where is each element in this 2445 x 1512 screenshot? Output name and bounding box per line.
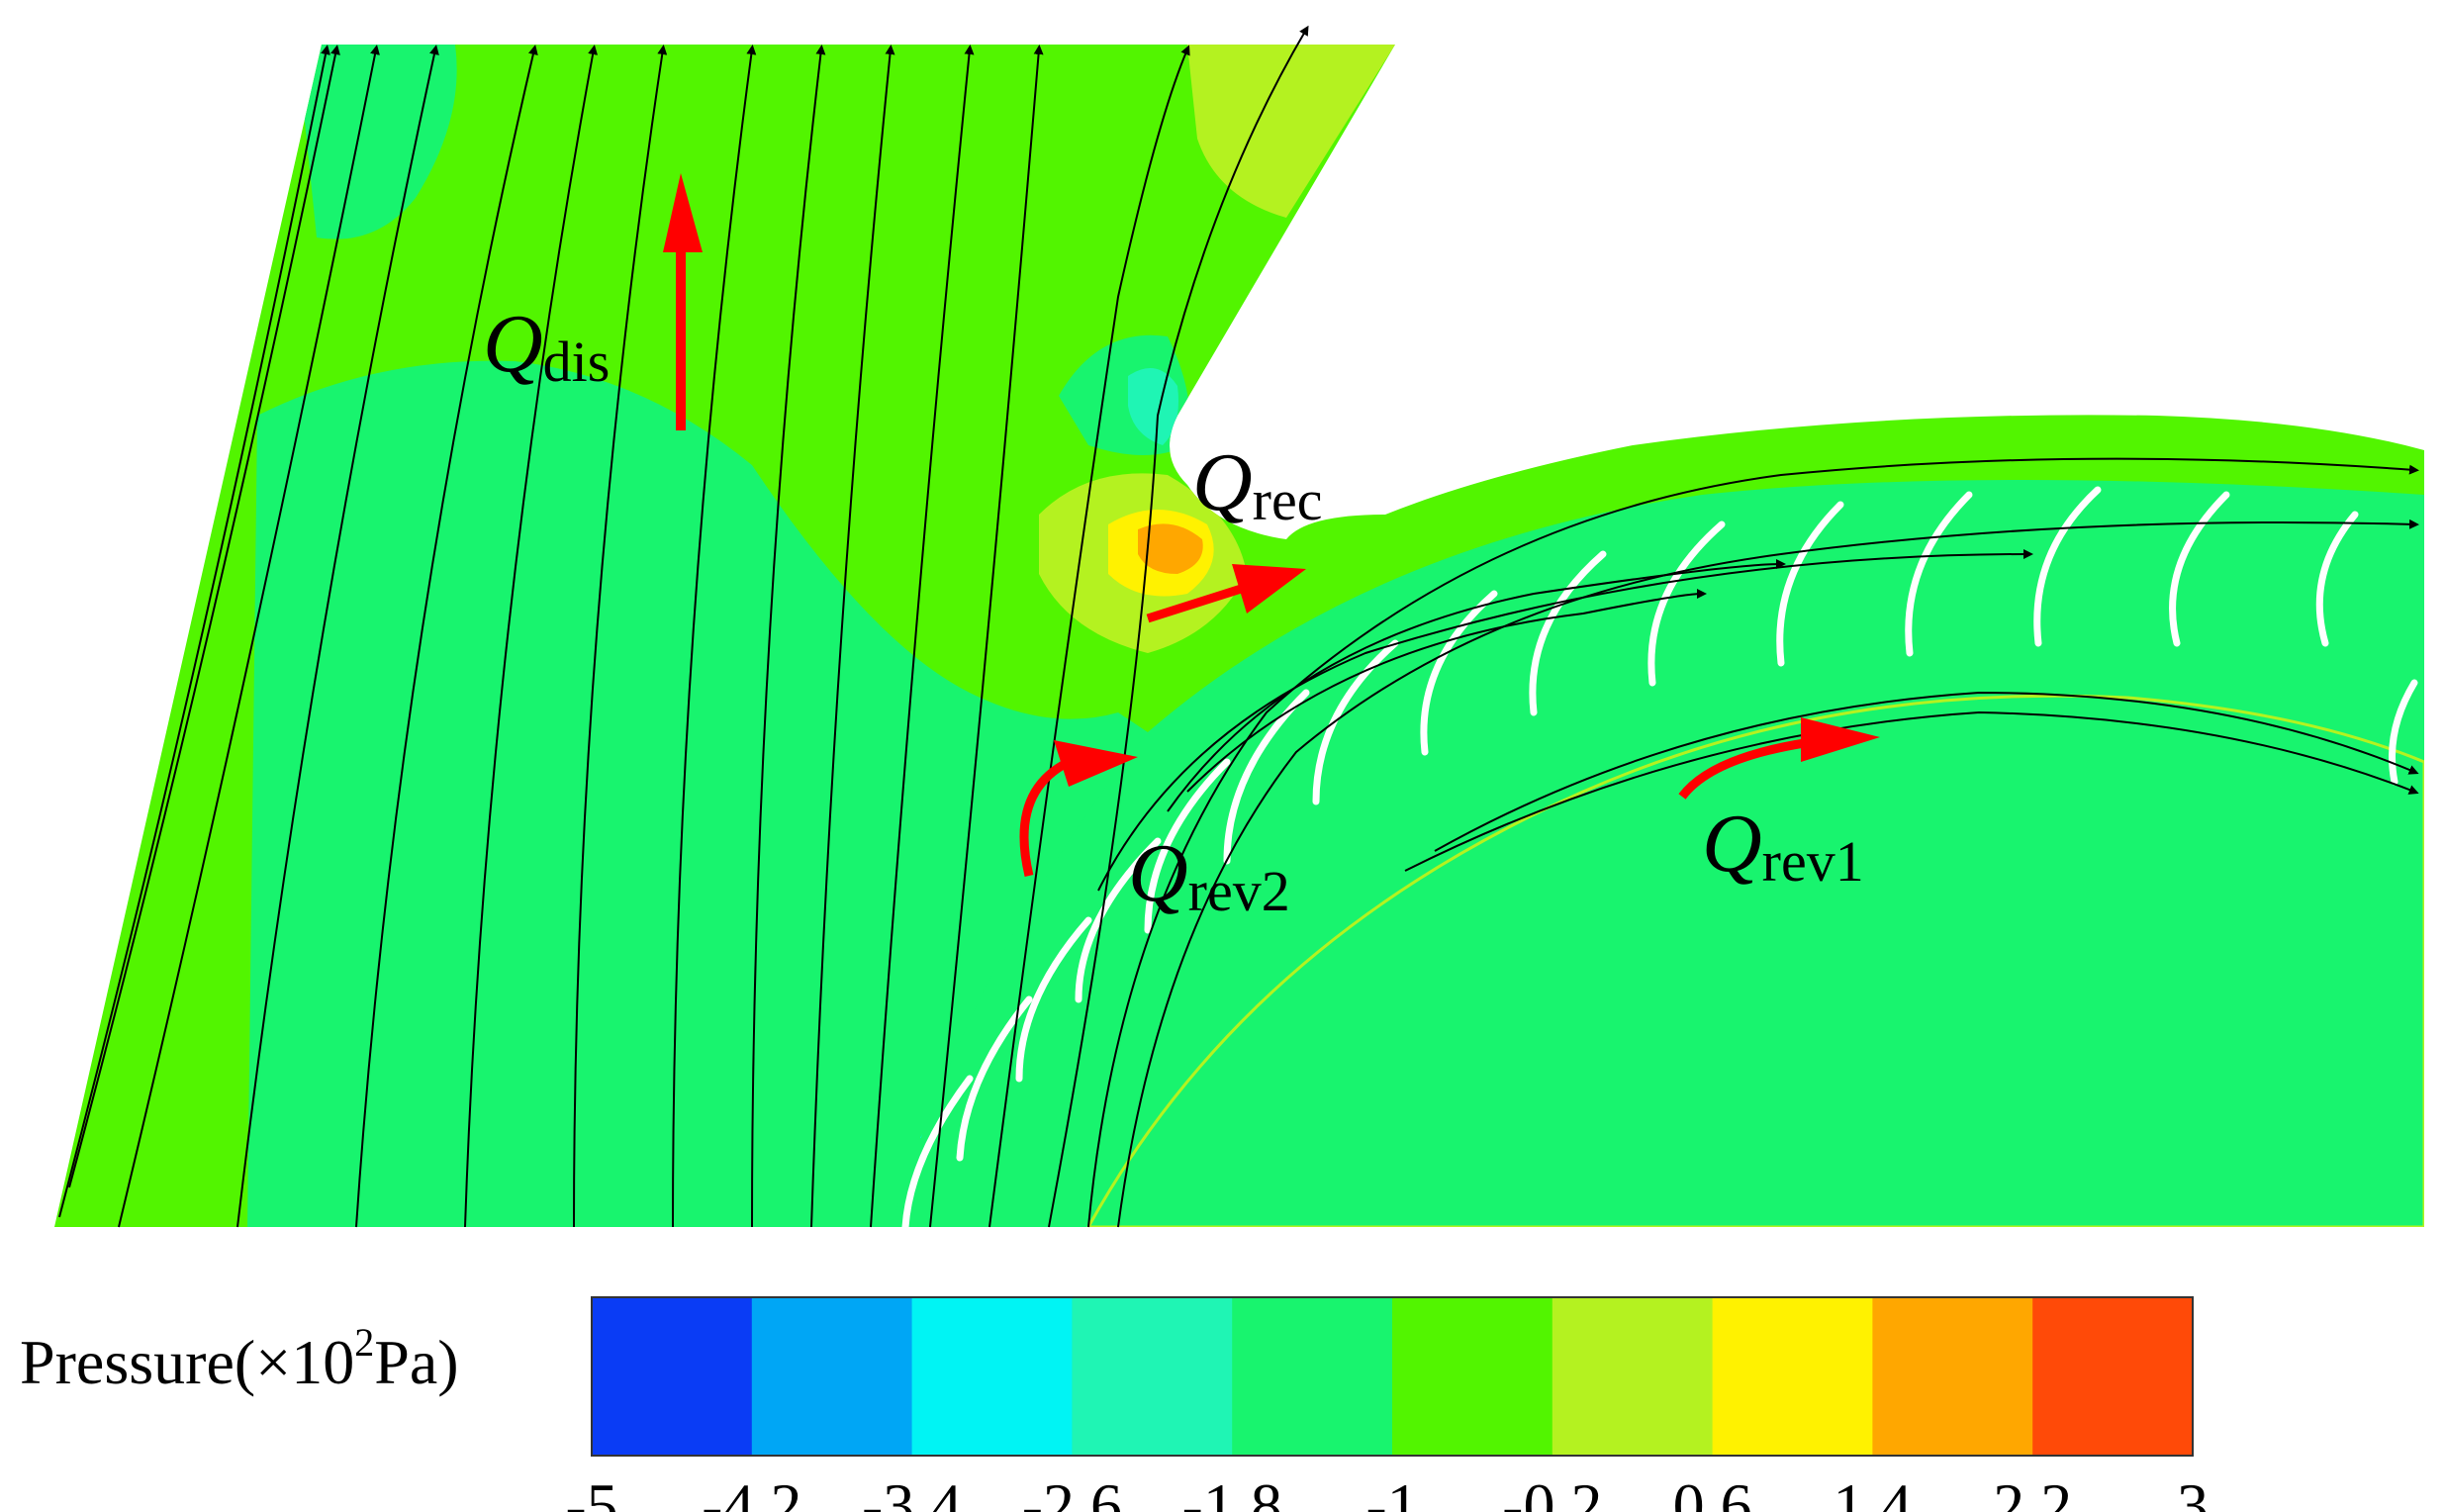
colorbar-swatch bbox=[1232, 1297, 1393, 1456]
colorbar-title-text: Pressure(×10 bbox=[20, 1327, 354, 1397]
label-q-rec-main: Q bbox=[1192, 436, 1253, 528]
streamline bbox=[870, 45, 975, 1228]
colorbar-swatch bbox=[1552, 1297, 1714, 1456]
colorbar-tick-label: 0.6 bbox=[1673, 1470, 1752, 1512]
colorbar-tick-label: -3.4 bbox=[862, 1470, 962, 1512]
q-rev1-arrow-head bbox=[1801, 717, 1880, 762]
streamline bbox=[672, 45, 757, 1228]
label-q-rec: Qrec bbox=[1192, 436, 1322, 532]
streamline bbox=[68, 45, 340, 1188]
field-low-region-top bbox=[297, 45, 457, 239]
colorbar-swatch bbox=[1072, 1297, 1233, 1456]
q-rev2-arrow-curve bbox=[1019, 757, 1072, 878]
streamline bbox=[573, 45, 668, 1228]
colorbar-tick-label: 2.2 bbox=[1993, 1470, 2072, 1512]
label-q-dis-main: Q bbox=[483, 298, 543, 390]
streamlines bbox=[58, 25, 2419, 1228]
field-shroud-band bbox=[1118, 452, 2424, 732]
blade bbox=[1420, 590, 1498, 756]
streamline bbox=[988, 45, 1190, 1228]
streamline bbox=[751, 45, 826, 1228]
label-q-rev1: Qrev1 bbox=[1702, 798, 1864, 894]
streamline bbox=[1404, 710, 2419, 872]
blade bbox=[1905, 491, 1973, 657]
colorbar-swatch bbox=[1872, 1297, 2033, 1456]
streamline bbox=[810, 45, 895, 1228]
colorbar-title-unit: Pa) bbox=[374, 1327, 458, 1397]
colorbar-swatch bbox=[1392, 1297, 1553, 1456]
colorbar-tick-label: -1 bbox=[1365, 1470, 1418, 1512]
colorbar: Pressure(×102Pa) -5 -4.2 -3.4 -2.6 -1.8 -1 -0.… bbox=[20, 1296, 2209, 1512]
colorbar-tick-labels: -5 -4.2 -3.4 -2.6 -1.8 -1 -0.2 0.6 1.4 2.2 3 bbox=[565, 1470, 2209, 1512]
flow-arrows bbox=[663, 173, 1880, 878]
label-q-rev2: Qrev2 bbox=[1128, 827, 1290, 923]
colorbar-tick-label: -1.8 bbox=[1182, 1470, 1282, 1512]
q-dis-arrow-head bbox=[663, 173, 703, 252]
blade bbox=[956, 995, 1033, 1162]
contour-field bbox=[54, 45, 2424, 1227]
label-q-rev1-main: Q bbox=[1702, 798, 1762, 890]
colorbar-swatch bbox=[2032, 1297, 2194, 1456]
colorbar-swatch bbox=[751, 1297, 913, 1456]
streamline bbox=[1434, 691, 2419, 852]
colorbar-title-sup: 2 bbox=[354, 1320, 374, 1365]
blade bbox=[1144, 758, 1231, 934]
streamline bbox=[1048, 25, 1309, 1228]
streamline bbox=[58, 45, 330, 1218]
streamline bbox=[355, 45, 538, 1228]
field-cyan-inlet bbox=[1128, 368, 1178, 445]
streamline bbox=[929, 45, 1044, 1228]
streamline bbox=[1117, 519, 2419, 1228]
blade bbox=[1312, 639, 1399, 805]
label-q-rev2-sub: rev2 bbox=[1188, 859, 1290, 923]
label-q-rev2-main: Q bbox=[1128, 827, 1188, 919]
streamline bbox=[1097, 549, 2033, 892]
colorbar-frame bbox=[591, 1296, 2194, 1457]
q-rev1-arrow-curve bbox=[1678, 737, 1812, 800]
streamline bbox=[1167, 559, 1786, 812]
field-top-right-yellow bbox=[1187, 45, 1395, 218]
q-rec-arrow-head bbox=[1232, 564, 1306, 614]
label-q-dis: Qdis bbox=[483, 298, 610, 394]
label-q-rev1-sub: rev1 bbox=[1762, 829, 1864, 894]
blade bbox=[1015, 916, 1092, 1083]
streamline bbox=[236, 45, 439, 1228]
colorbar-tick-label: -2.6 bbox=[1022, 1470, 1122, 1512]
streamline bbox=[1186, 589, 1707, 793]
blade bbox=[1776, 501, 1844, 667]
streamline bbox=[464, 45, 599, 1228]
blade bbox=[1075, 837, 1162, 1003]
colorbar-tick-label: -5 bbox=[565, 1470, 617, 1512]
blade bbox=[1529, 550, 1607, 716]
colorbar-title: Pressure(×102Pa) bbox=[20, 1320, 459, 1397]
field-red-region bbox=[1138, 523, 1203, 574]
colorbar-tick-label: 1.4 bbox=[1833, 1470, 1912, 1512]
blade bbox=[901, 1075, 974, 1231]
impeller-blades bbox=[901, 486, 2418, 1231]
label-q-rec-sub: rec bbox=[1253, 468, 1323, 532]
blade bbox=[2315, 511, 2359, 647]
blade bbox=[2169, 491, 2230, 647]
field-hub bbox=[1085, 694, 2424, 1227]
streamline bbox=[118, 45, 380, 1228]
blade bbox=[2389, 679, 2418, 786]
blade bbox=[2033, 486, 2102, 647]
q-rev2-arrow-head bbox=[1054, 740, 1138, 787]
colorbar-tick-label: -4.2 bbox=[702, 1470, 801, 1512]
label-q-dis-sub: dis bbox=[543, 330, 611, 394]
streamline bbox=[1087, 457, 2419, 1228]
q-rec-arrow-shaft bbox=[1146, 579, 1259, 623]
colorbar-swatches bbox=[592, 1297, 2194, 1456]
colorbar-tick-label: 3 bbox=[2177, 1470, 2209, 1512]
colorbar-swatch bbox=[911, 1297, 1073, 1456]
colorbar-tick-label: -0.2 bbox=[1502, 1470, 1602, 1512]
colorbar-swatch bbox=[592, 1297, 753, 1456]
colorbar-swatch bbox=[1712, 1297, 1873, 1456]
